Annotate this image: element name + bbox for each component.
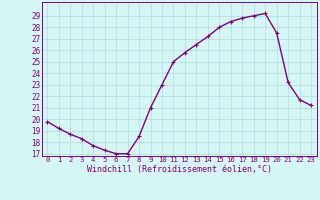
X-axis label: Windchill (Refroidissement éolien,°C): Windchill (Refroidissement éolien,°C) bbox=[87, 165, 272, 174]
